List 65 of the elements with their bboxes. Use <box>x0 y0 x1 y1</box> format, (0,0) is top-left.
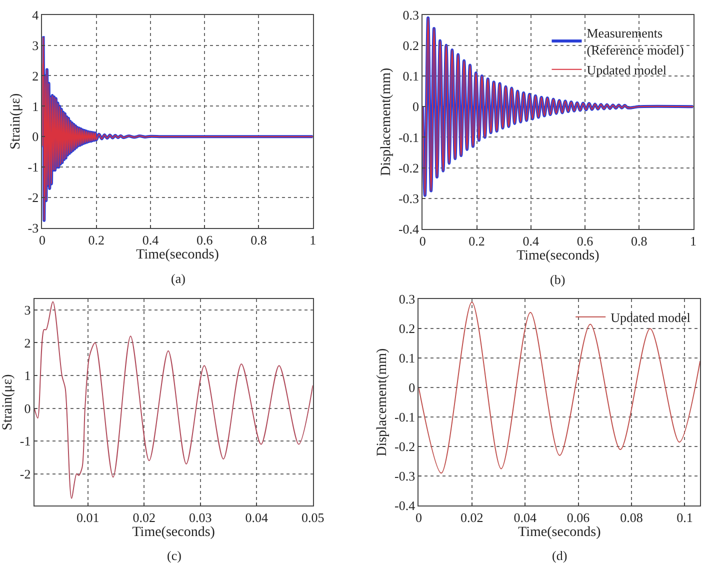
x-tick-label: 0.08 <box>620 510 643 526</box>
y-tick-label: 3 <box>32 38 39 53</box>
y-tick-label: -1 <box>20 434 31 449</box>
x-tick-label: 0.1 <box>676 510 693 526</box>
y-tick-label: -0.2 <box>394 439 416 454</box>
y-tick-label: -2 <box>20 466 31 482</box>
x-tick-label: 0.2 <box>88 232 104 248</box>
y-tick-label: -0.2 <box>398 160 420 176</box>
x-tick-label: 0.8 <box>250 232 267 248</box>
x-axis-title: Time(seconds) <box>518 525 602 540</box>
y-tick-label: 0.2 <box>398 321 416 336</box>
y-tick-label: 2 <box>32 68 39 84</box>
y-tick-label: -0.1 <box>398 130 420 145</box>
y-tick-label: 0.3 <box>402 7 420 22</box>
y-tick-label: 2 <box>24 335 31 350</box>
text: (b) <box>550 272 566 287</box>
y-tick-label: 0.1 <box>398 350 416 366</box>
y-tick-label: 4 <box>32 7 40 22</box>
x-tick-label: 1 <box>690 234 697 249</box>
x-tick-label: 0.03 <box>188 510 212 526</box>
text: (a) <box>171 271 186 286</box>
y-tick-label: -2 <box>28 190 39 206</box>
y-tick-label: -3 <box>28 220 39 236</box>
y-tick-label: 0.2 <box>402 38 420 53</box>
text: (c) <box>167 548 182 563</box>
y-axis-title: Strain(με) <box>0 374 16 430</box>
y-axis-title: Strain(με) <box>8 93 24 150</box>
x-tick-label: 1 <box>310 232 316 248</box>
x-axis-title: Time(seconds) <box>136 248 220 263</box>
y-tick-label: 1 <box>24 368 31 384</box>
y-tick-label: 0 <box>24 400 31 416</box>
y-tick-label: 0.3 <box>398 292 416 307</box>
x-tick-label: 0.02 <box>460 510 484 526</box>
legend-label: Measurements (Reference model) <box>586 26 684 58</box>
text: (d) <box>552 548 568 563</box>
y-tick-label: -0.4 <box>394 498 416 514</box>
y-tick-label: -0.4 <box>398 222 420 237</box>
y-axis-title: Displacement(mm) <box>375 348 390 456</box>
x-axis-title: Time(seconds) <box>516 248 600 264</box>
y-axis-title: Displacement(mm) <box>379 68 394 176</box>
x-tick-label: 0.04 <box>514 510 537 526</box>
x-tick-label: 0.6 <box>196 232 214 248</box>
x-tick-label: 0.01 <box>76 510 100 526</box>
y-tick-label: 0 <box>32 129 39 144</box>
y-tick-label: 0 <box>412 99 420 114</box>
y-tick-label: -0.3 <box>398 190 420 206</box>
x-tick-label: 0.6 <box>576 234 594 249</box>
y-tick-label: 3 <box>24 302 31 318</box>
y-tick-label: -0.1 <box>394 410 416 425</box>
y-tick-label: 0 <box>408 380 416 396</box>
y-tick-label: -1 <box>28 160 39 175</box>
x-tick-label: 0.05 <box>301 510 324 526</box>
x-tick-label: 0.04 <box>245 510 268 526</box>
x-tick-label: 0.8 <box>631 234 648 249</box>
y-tick-label: -0.3 <box>394 468 416 484</box>
x-tick-label: 0.4 <box>142 232 160 248</box>
x-tick-label: 0.4 <box>522 234 540 249</box>
legend-label: Updated model <box>610 310 691 325</box>
x-tick-label: 0.2 <box>468 234 485 249</box>
y-tick-label: 0.1 <box>402 68 420 84</box>
y-tick-label: 1 <box>32 98 39 114</box>
x-tick-label: 0.06 <box>566 510 590 526</box>
legend-label: Updated model <box>586 62 667 78</box>
x-axis-title: Time(seconds) <box>132 525 216 540</box>
x-tick-label: 0.02 <box>132 510 156 526</box>
